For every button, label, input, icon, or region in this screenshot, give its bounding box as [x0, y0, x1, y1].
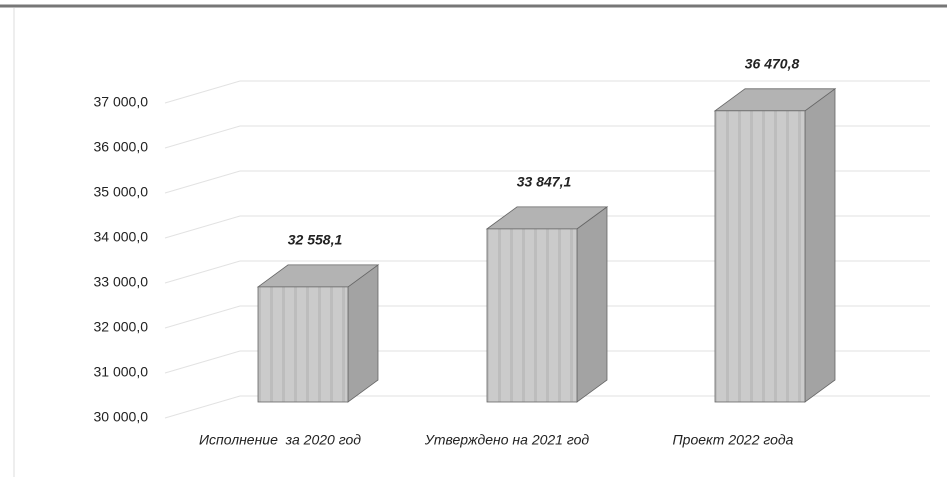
y-tick-label: 37 000,0	[94, 94, 149, 110]
grid-line	[164, 260, 930, 284]
bar-side	[347, 264, 379, 403]
y-tick-label: 36 000,0	[94, 139, 149, 155]
bar	[714, 110, 806, 403]
bar-side	[804, 88, 836, 403]
x-tick-label: Исполнение за 2020 год	[199, 432, 361, 448]
grid-line	[164, 80, 930, 104]
x-tick-label: Проект 2022 года	[673, 432, 794, 448]
grid-line	[164, 350, 930, 374]
grid-line	[164, 305, 930, 329]
data-label: 33 847,1	[517, 174, 572, 190]
grid-line	[164, 170, 930, 194]
x-tick-label: Утверждено на 2021 год	[424, 432, 590, 448]
y-tick-label: 30 000,0	[94, 409, 149, 425]
bar	[486, 228, 578, 403]
y-tick-label: 34 000,0	[94, 229, 149, 245]
data-label: 32 558,1	[288, 232, 343, 248]
data-label: 36 470,8	[745, 56, 800, 72]
y-tick-label: 31 000,0	[94, 364, 149, 380]
y-tick-label: 33 000,0	[94, 274, 149, 290]
grid-line	[164, 125, 930, 149]
y-tick-label: 32 000,0	[94, 319, 149, 335]
y-tick-label: 35 000,0	[94, 184, 149, 200]
bar-side	[576, 206, 608, 403]
grid-line	[164, 395, 930, 419]
grid-line	[164, 215, 930, 239]
bar	[257, 286, 349, 403]
